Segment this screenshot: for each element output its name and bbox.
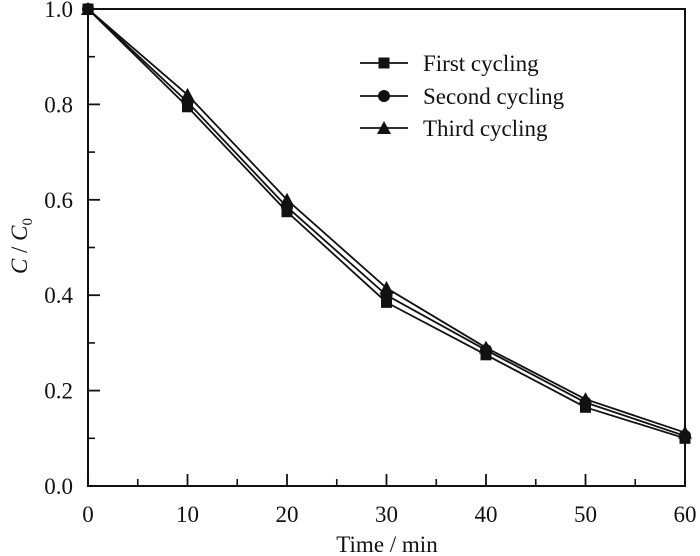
legend-marker-1 (378, 57, 390, 69)
series-3 (81, 2, 692, 439)
x-tick-label: 20 (276, 502, 299, 527)
series-3-point (479, 340, 493, 354)
series-1 (82, 3, 691, 444)
series-2 (82, 3, 691, 442)
y-tick-label: 1.0 (44, 0, 73, 22)
y-tick-label: 0.0 (44, 474, 73, 499)
y-tick-label: 0.8 (44, 92, 73, 117)
x-tick-label: 60 (674, 502, 697, 527)
x-tick-label: 50 (574, 502, 597, 527)
y-axis-label-separator: / (7, 241, 32, 259)
x-tick-label: 30 (375, 502, 398, 527)
plot-frame (87, 8, 686, 487)
x-axis-label: Time / min (336, 532, 438, 556)
series-3-point (678, 425, 692, 439)
series-3-point (379, 281, 394, 295)
legend-marker-3 (377, 121, 391, 134)
series-3-point (180, 87, 195, 101)
y-tick-label: 0.2 (44, 379, 73, 404)
y-tick-label: 0.4 (44, 283, 73, 308)
series-1-point (381, 296, 392, 308)
y-axis-label: C / C0 (7, 218, 36, 274)
series-3-point (280, 192, 294, 206)
y-tick-label: 0.6 (44, 188, 73, 213)
series-1-line (87, 8, 686, 440)
legend-label-1: First cycling (423, 51, 539, 76)
y-axis-label-subscript: 0 (20, 218, 36, 226)
series-3-line (87, 8, 686, 434)
series-3-point (81, 2, 95, 15)
legend: First cycling Second cycling Third cycling (360, 51, 565, 141)
y-axis-label-c: C (7, 258, 32, 274)
series-2-line (87, 8, 686, 437)
series-3-point (578, 392, 593, 406)
x-tick-label: 40 (475, 502, 498, 527)
x-tick-label: 0 (82, 502, 94, 527)
legend-marker-2 (378, 90, 390, 102)
legend-label-3: Third cycling (423, 116, 548, 141)
x-tick-label: 10 (176, 502, 199, 527)
legend-label-2: Second cycling (423, 84, 565, 109)
y-axis-label-c0: C (7, 225, 32, 241)
